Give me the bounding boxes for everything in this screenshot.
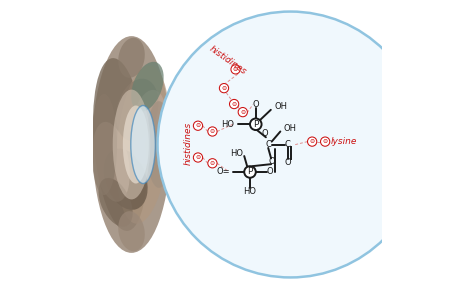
Circle shape bbox=[157, 12, 423, 277]
Circle shape bbox=[219, 84, 228, 93]
Text: OH: OH bbox=[284, 124, 297, 133]
Text: OH: OH bbox=[274, 102, 288, 112]
Ellipse shape bbox=[116, 79, 158, 141]
Ellipse shape bbox=[93, 58, 147, 231]
Circle shape bbox=[244, 166, 256, 178]
Ellipse shape bbox=[116, 65, 170, 224]
Text: ⊖: ⊖ bbox=[310, 139, 315, 144]
Text: ⊖: ⊖ bbox=[221, 86, 227, 91]
Text: C: C bbox=[266, 140, 272, 149]
Text: ⊖: ⊖ bbox=[231, 101, 237, 107]
Circle shape bbox=[208, 159, 217, 168]
Text: ⊖: ⊖ bbox=[233, 67, 238, 72]
Ellipse shape bbox=[113, 90, 150, 199]
Text: ⊖: ⊖ bbox=[195, 155, 201, 160]
Text: HO: HO bbox=[230, 149, 243, 158]
Text: O: O bbox=[253, 100, 259, 109]
Ellipse shape bbox=[131, 90, 167, 164]
Text: lysine: lysine bbox=[331, 136, 357, 146]
Circle shape bbox=[229, 99, 239, 109]
Text: ⊖: ⊖ bbox=[322, 139, 328, 144]
Circle shape bbox=[308, 137, 317, 146]
Circle shape bbox=[231, 65, 240, 74]
Circle shape bbox=[320, 137, 330, 146]
Text: O=: O= bbox=[216, 167, 230, 177]
Ellipse shape bbox=[91, 94, 117, 195]
Text: ⊖: ⊖ bbox=[210, 161, 215, 166]
Text: C: C bbox=[285, 140, 291, 149]
Text: ⊖: ⊖ bbox=[210, 129, 215, 134]
Circle shape bbox=[193, 121, 202, 130]
Ellipse shape bbox=[118, 211, 145, 251]
Text: ⊖: ⊖ bbox=[240, 110, 246, 115]
Ellipse shape bbox=[99, 178, 133, 227]
Circle shape bbox=[250, 118, 262, 130]
Text: HO: HO bbox=[221, 120, 234, 129]
Text: P: P bbox=[247, 167, 253, 177]
Text: P: P bbox=[253, 120, 258, 129]
Polygon shape bbox=[162, 51, 197, 238]
Circle shape bbox=[193, 153, 202, 162]
Text: O: O bbox=[262, 129, 268, 138]
Ellipse shape bbox=[104, 149, 147, 210]
Ellipse shape bbox=[123, 105, 149, 184]
Text: O: O bbox=[268, 157, 275, 166]
Text: O: O bbox=[266, 167, 273, 177]
Text: histidines: histidines bbox=[183, 121, 192, 165]
Text: O: O bbox=[284, 158, 291, 167]
Ellipse shape bbox=[131, 105, 155, 184]
Ellipse shape bbox=[118, 38, 145, 78]
Circle shape bbox=[238, 108, 247, 117]
Ellipse shape bbox=[92, 36, 171, 253]
Text: histidines: histidines bbox=[208, 45, 248, 77]
Text: ⊖: ⊖ bbox=[195, 123, 201, 128]
Text: HO: HO bbox=[244, 187, 256, 196]
Ellipse shape bbox=[146, 101, 172, 188]
Circle shape bbox=[208, 127, 217, 136]
Ellipse shape bbox=[93, 122, 130, 202]
Ellipse shape bbox=[131, 62, 164, 112]
